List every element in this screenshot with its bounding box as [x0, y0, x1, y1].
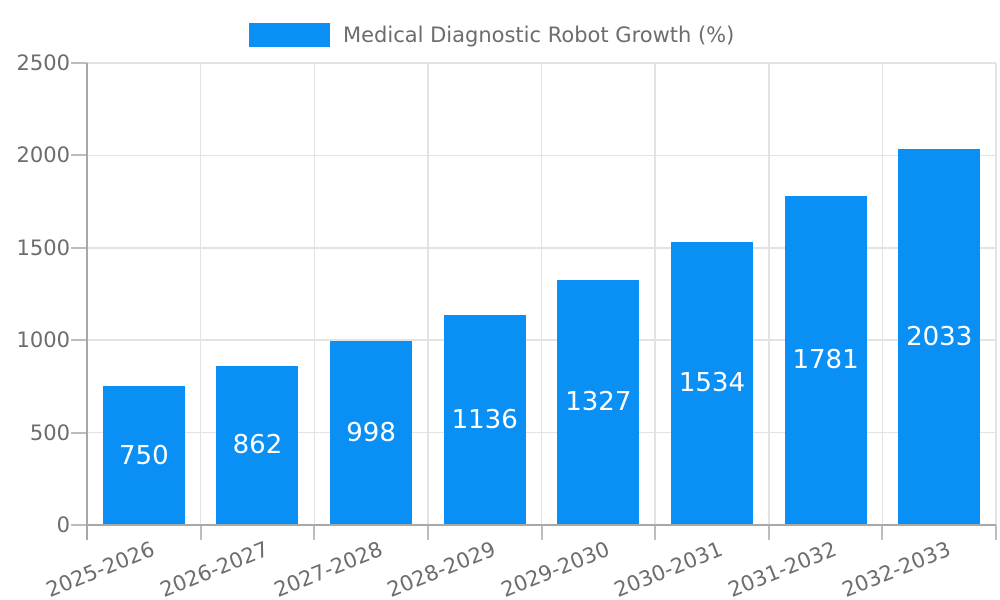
bar	[216, 365, 299, 525]
bar-value-label: 2033	[906, 322, 973, 353]
y-tick-label: 500	[29, 420, 70, 445]
y-tick-label: 2000	[16, 143, 70, 168]
x-tick	[995, 525, 997, 540]
legend-label: Medical Diagnostic Robot Growth (%)	[343, 23, 735, 47]
x-tick-label: 2030-2031	[611, 536, 727, 600]
y-tick	[71, 339, 87, 342]
x-tick-label: 2027-2028	[270, 536, 386, 600]
x-tick-label: 2026-2027	[156, 536, 272, 600]
bar-value-label: 862	[232, 430, 283, 461]
y-tick	[71, 431, 87, 434]
bar	[443, 315, 526, 525]
y-tick-label: 0	[56, 513, 70, 537]
y-tick	[71, 62, 87, 64]
y-tick	[71, 246, 87, 249]
bar-value-label: 750	[118, 440, 169, 471]
legend-color-swatch	[249, 23, 330, 47]
x-gridline	[199, 63, 202, 525]
x-gridline	[313, 63, 315, 525]
y-tick	[71, 154, 87, 157]
x-tick-label: 2031-2032	[724, 536, 840, 600]
bar	[784, 195, 867, 525]
bar	[557, 279, 640, 525]
x-tick-label: 2028-2029	[383, 536, 500, 600]
y-tick-label: 2500	[16, 51, 70, 75]
bar	[102, 386, 185, 525]
x-gridline	[540, 63, 543, 525]
x-gridline	[654, 63, 656, 525]
x-tick-label: 2029-2030	[497, 536, 613, 600]
bar-value-label: 1327	[565, 387, 632, 418]
bar-value-label: 1781	[792, 345, 859, 376]
x-gridline	[768, 63, 770, 525]
x-tick-label: 2032-2033	[838, 536, 954, 600]
bar-value-label: 1136	[451, 405, 518, 436]
x-gridline	[427, 63, 429, 525]
x-tick-label: 2025-2026	[43, 536, 159, 600]
bar-value-label: 1534	[678, 368, 746, 399]
legend: Medical Diagnostic Robot Growth (%)	[249, 23, 734, 47]
bar	[330, 340, 413, 525]
x-tick	[313, 525, 316, 540]
y-tick	[71, 524, 87, 526]
x-tick	[426, 525, 429, 540]
x-gridline	[995, 63, 997, 525]
bar	[670, 241, 753, 525]
x-tick	[881, 525, 884, 540]
x-tick	[654, 525, 657, 540]
bar	[898, 149, 981, 525]
x-axis-line	[87, 524, 996, 526]
x-gridline	[881, 63, 884, 525]
x-tick	[540, 525, 543, 540]
y-axis-line	[86, 63, 88, 540]
bar-value-label: 998	[346, 417, 396, 448]
x-tick	[767, 525, 770, 540]
x-tick	[199, 525, 202, 540]
y-tick-label: 1500	[16, 235, 70, 260]
y-tick-label: 1000	[16, 328, 70, 353]
